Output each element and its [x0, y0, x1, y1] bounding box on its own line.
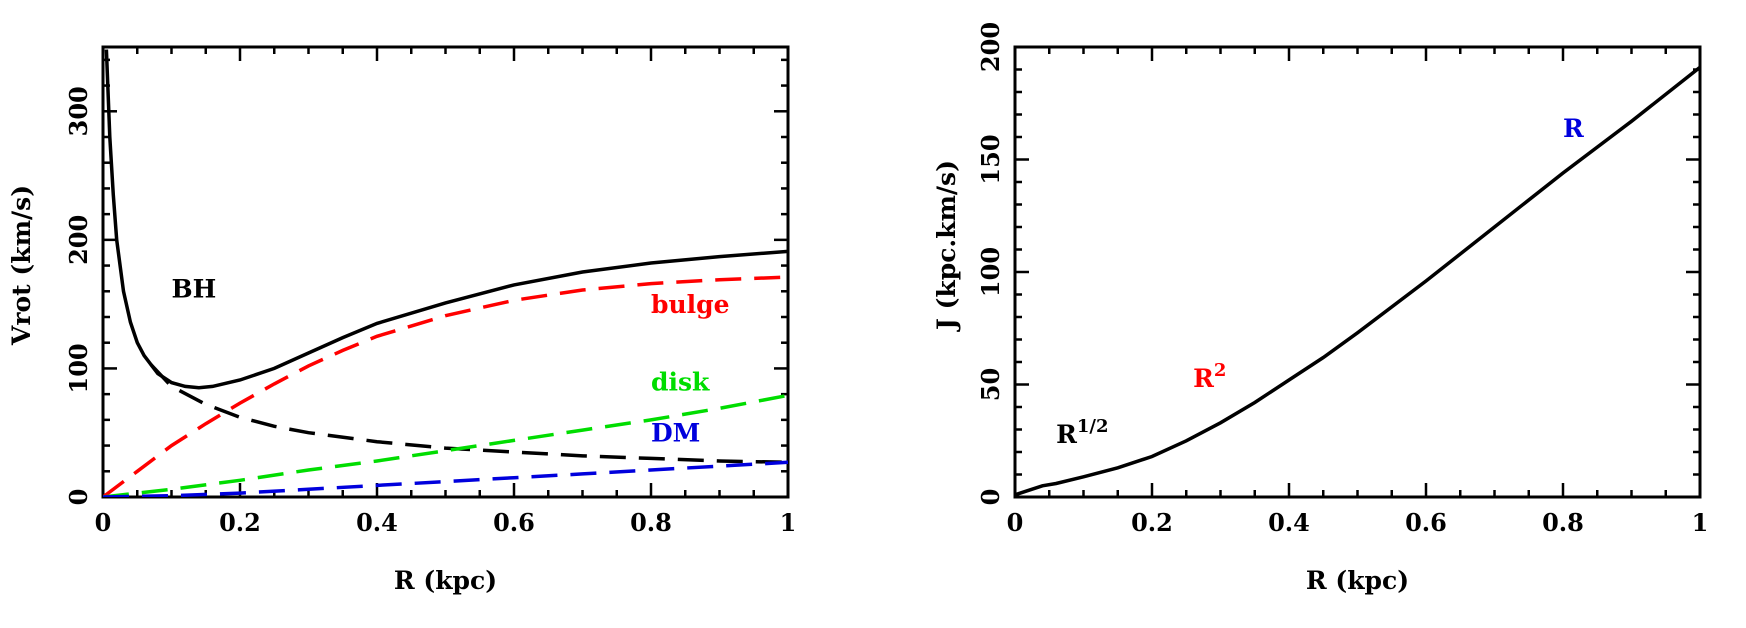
annotation-bulge: bulge: [651, 290, 730, 319]
y-tick-label: 0: [976, 489, 1005, 506]
annotation-text: DM: [651, 419, 700, 448]
j-panel: 0 0.2 0.4 0.6 0.8 1 0 50 100 150 200 R (kpc) J (kpc.…: [932, 22, 1708, 595]
annotation-text: R: [1193, 364, 1214, 393]
annotation-dm: DM: [651, 419, 700, 448]
series-line-total: [104, 49, 788, 390]
x-tick-label: 0.2: [1131, 508, 1173, 537]
series-line-bh: [149, 363, 788, 465]
annotation-text: BH: [172, 275, 217, 304]
y-axis-label: J (kpc.km/s): [932, 160, 961, 332]
x-tick-label: 0.8: [1542, 508, 1584, 537]
x-axis-label: R (kpc): [1306, 566, 1409, 595]
series-line-bulge: [103, 275, 788, 497]
annotation-bh: BH: [172, 275, 217, 304]
annotation-text: disk: [651, 367, 710, 396]
series-line-j: [1015, 65, 1700, 497]
x-tick-label: 0.4: [356, 508, 398, 537]
y-tick-label: 100: [976, 247, 1005, 297]
x-axis-label: R (kpc): [394, 566, 497, 595]
annotation-text: bulge: [651, 290, 730, 319]
x-tick-label: 0.4: [1268, 508, 1310, 537]
y-tick-label: 200: [64, 215, 93, 265]
annotation-disk: disk: [651, 367, 710, 396]
series-line-dm: [103, 460, 788, 497]
x-tick-label: 0.6: [493, 508, 535, 537]
vrot-panel: 0 0.2 0.4 0.6 0.8 1 0 100 200 300 R (kpc) Vrot (km/…: [7, 45, 797, 595]
annotation-r1-2: R1/2: [1056, 416, 1108, 449]
y-tick-label: 300: [64, 86, 93, 136]
y-tick-label: 50: [976, 368, 1005, 401]
annotation-text: R: [1563, 114, 1584, 143]
annotation-superscript: 2: [1214, 360, 1227, 381]
x-tick-label: 0.8: [630, 508, 672, 537]
annotation-text: R: [1056, 420, 1077, 449]
annotation-r: R: [1563, 114, 1584, 143]
y-tick-label: 150: [976, 134, 1005, 184]
x-tick-label: 0: [1007, 508, 1024, 537]
annotation-superscript: 1/2: [1077, 416, 1109, 437]
annotation-r2: R2: [1193, 360, 1226, 393]
y-tick-label: 200: [976, 22, 1005, 72]
y-tick-label: 0: [64, 489, 93, 506]
y-axis-label: Vrot (km/s): [7, 185, 36, 346]
x-tick-label: 0.6: [1405, 508, 1447, 537]
x-tick-label: 1: [1692, 508, 1709, 537]
plot-frame: [1013, 45, 1702, 499]
x-tick-label: 0.2: [219, 508, 261, 537]
y-tick-label: 100: [64, 343, 93, 393]
x-tick-label: 1: [780, 508, 797, 537]
x-tick-label: 0: [95, 508, 112, 537]
